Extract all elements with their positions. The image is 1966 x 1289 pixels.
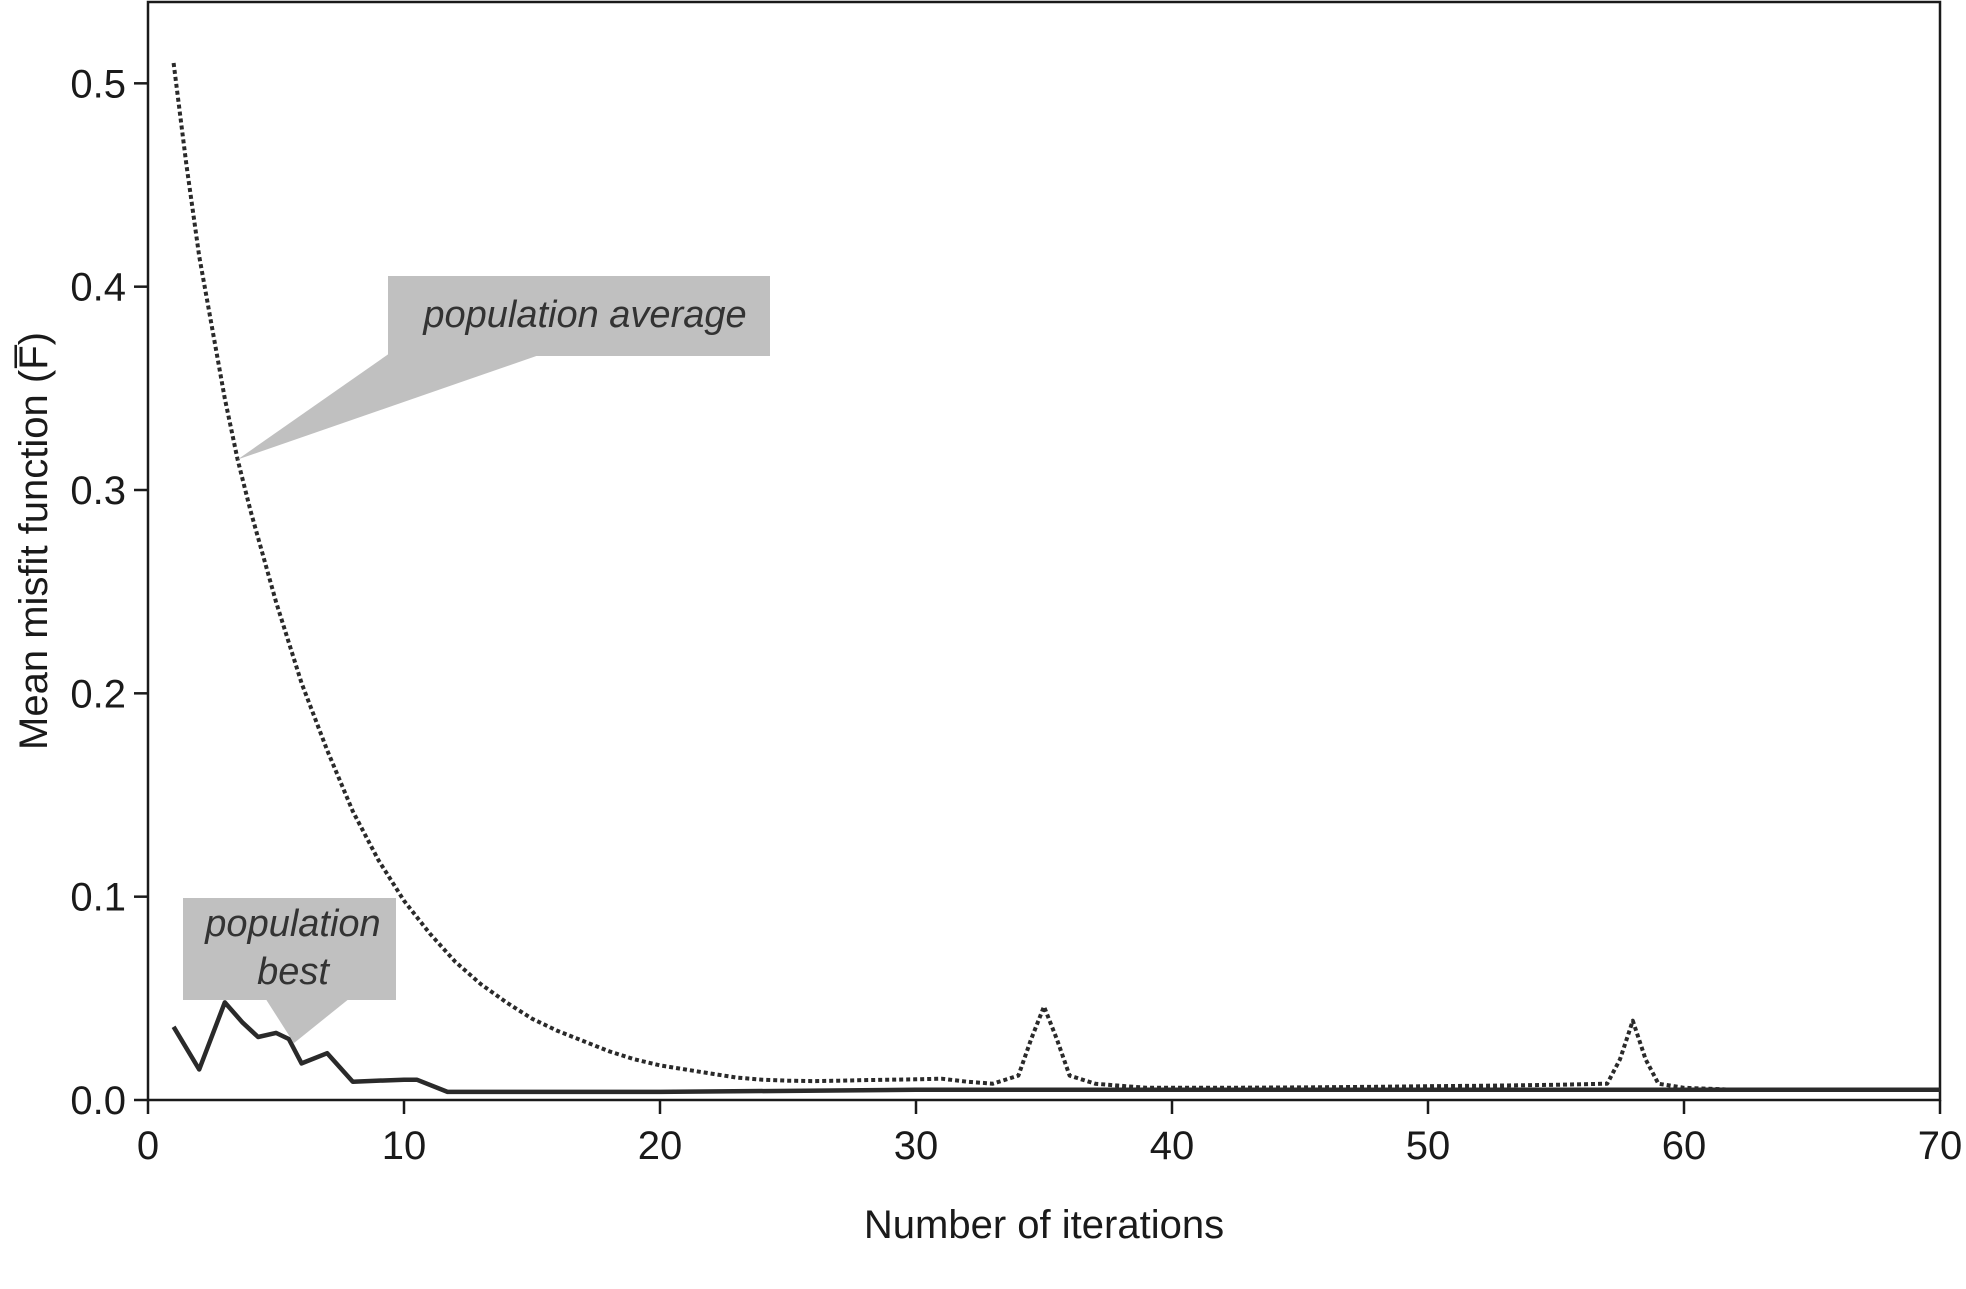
series-layer [171, 62, 1940, 1095]
series-line-population-average [171, 62, 1940, 1092]
annotation-box [183, 898, 396, 1000]
y-axis-title: Mean misfit function (F̅) [12, 332, 56, 750]
annotation-pointer [260, 990, 360, 1044]
annotation-label: population average [422, 294, 746, 336]
x-axis-title: Number of iterations [864, 1203, 1224, 1247]
x-axis: 0 10 20 30 40 50 60 70 [137, 1100, 1962, 1168]
x-tick-label: 30 [894, 1124, 939, 1168]
y-tick-label: 0.2 [70, 672, 126, 716]
y-tick-label: 0.5 [70, 62, 126, 106]
y-tick-label: 0.3 [70, 469, 126, 513]
y-tick-label: 0.4 [70, 266, 126, 310]
y-tick-label: 0.0 [70, 1079, 126, 1123]
annotations: population average population best [183, 276, 770, 1044]
x-tick-label: 60 [1662, 1124, 1707, 1168]
x-tick-label: 50 [1406, 1124, 1451, 1168]
x-tick-label: 10 [382, 1124, 427, 1168]
annotation-label: best [257, 951, 330, 993]
annotation-box [388, 276, 770, 356]
annotation-pointer [237, 353, 545, 460]
x-tick-label: 20 [638, 1124, 683, 1168]
plot-frame [146, 0, 1942, 1102]
x-tick-label: 40 [1150, 1124, 1195, 1168]
series-line-population-best [171, 1000, 1940, 1095]
x-tick-label: 70 [1918, 1124, 1963, 1168]
annotation-label: population [204, 903, 380, 945]
y-axis: 0.0 0.1 0.2 0.3 0.4 0.5 [70, 62, 148, 1123]
y-tick-label: 0.1 [70, 876, 126, 920]
x-tick-label: 0 [137, 1124, 159, 1168]
